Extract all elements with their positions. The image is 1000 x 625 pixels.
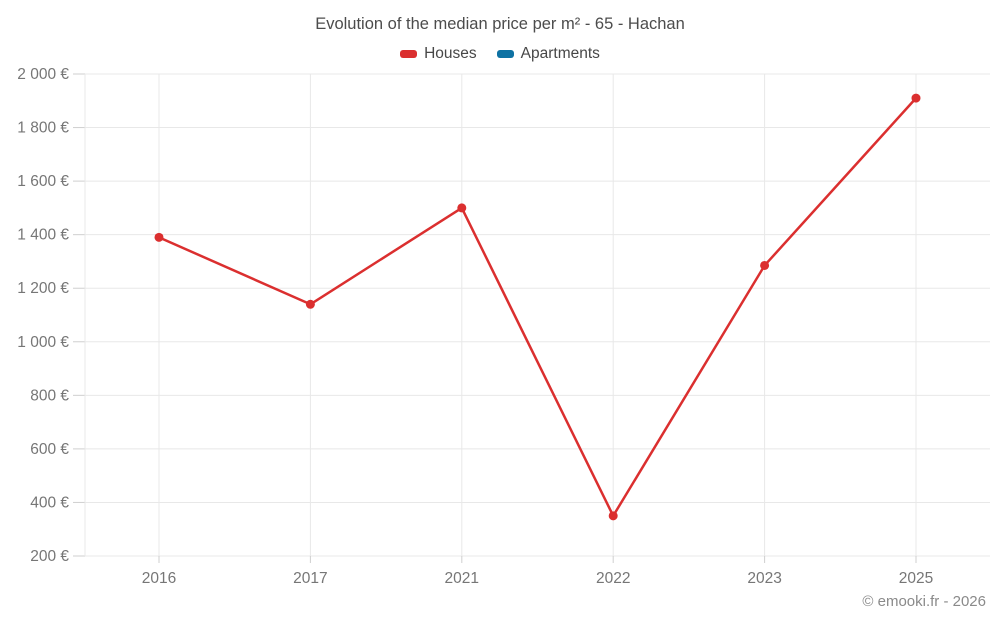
- legend-swatch-houses: [400, 50, 418, 58]
- data-point-houses-2022[interactable]: [608, 511, 618, 521]
- y-axis-label: 800 €: [30, 387, 69, 404]
- legend-item-houses[interactable]: Houses: [400, 45, 477, 63]
- x-axis-label: 2023: [747, 570, 781, 587]
- y-axis-label: 600 €: [30, 441, 69, 458]
- legend-label: Houses: [424, 45, 477, 62]
- chart-title: Evolution of the median price per m² - 6…: [315, 15, 685, 33]
- x-axis-label: 2017: [293, 570, 327, 587]
- data-point-houses-2025[interactable]: [911, 93, 921, 103]
- y-axis-label: 2 000 €: [17, 66, 69, 83]
- chart-legend: Houses Apartments: [0, 45, 1000, 63]
- x-axis-label: 2016: [142, 570, 176, 587]
- legend-item-apartments[interactable]: Apartments: [496, 45, 600, 63]
- legend-swatch-apartments: [496, 50, 514, 58]
- x-axis-label: 2022: [596, 570, 630, 587]
- y-axis-label: 200 €: [30, 548, 69, 565]
- series-line-houses: [157, 96, 918, 518]
- legend-label: Apartments: [520, 45, 600, 62]
- data-point-houses-2016[interactable]: [154, 232, 164, 242]
- y-axis-label: 1 000 €: [17, 334, 69, 351]
- y-axis-label: 1 600 €: [17, 173, 69, 190]
- y-axis-label: 1 800 €: [17, 120, 69, 137]
- y-axis-label: 1 400 €: [17, 227, 69, 244]
- data-point-houses-2017[interactable]: [305, 299, 315, 309]
- x-axis-label: 2021: [445, 570, 479, 587]
- x-axis-label: 2025: [899, 570, 933, 587]
- data-point-houses-2021[interactable]: [457, 203, 467, 213]
- y-axis-label: 400 €: [30, 494, 69, 511]
- y-axis-label: 1 200 €: [17, 280, 69, 297]
- copyright-watermark: © emooki.fr - 2026: [862, 593, 986, 610]
- data-point-houses-2023[interactable]: [760, 260, 770, 270]
